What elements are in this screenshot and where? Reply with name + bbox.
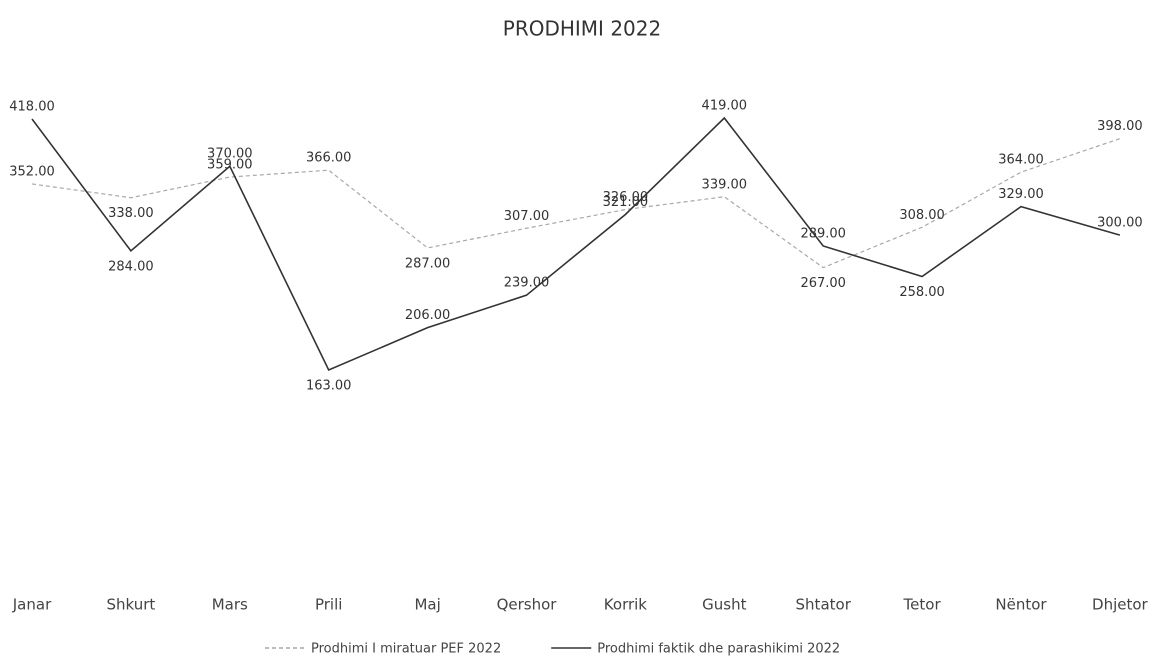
data-label: 338.00 xyxy=(108,206,154,221)
x-tick-label: Gusht xyxy=(702,596,746,614)
data-label: 352.00 xyxy=(9,164,55,179)
data-label: 308.00 xyxy=(899,208,945,223)
data-label: 359.00 xyxy=(207,158,253,173)
data-label: 364.00 xyxy=(998,153,1044,168)
x-tick-label: Qershor xyxy=(497,596,558,614)
data-label: 307.00 xyxy=(504,209,550,224)
x-tick-label: Tetor xyxy=(903,596,942,614)
x-tick-label: Dhjetor xyxy=(1092,596,1149,614)
data-label: 267.00 xyxy=(800,276,846,291)
x-tick-label: Mars xyxy=(212,596,248,614)
data-label: 398.00 xyxy=(1097,119,1143,134)
x-tick-label: Janar xyxy=(12,596,52,614)
series-line xyxy=(31,116,1121,372)
data-label: 258.00 xyxy=(899,285,945,300)
data-label: 326.00 xyxy=(603,190,649,205)
chart-title: PRODHIMI 2022 xyxy=(503,17,661,41)
legend-label: Prodhimi faktik dhe parashikimi 2022 xyxy=(597,642,840,657)
data-label: 239.00 xyxy=(504,276,550,291)
x-tick-label: Shkurt xyxy=(106,596,155,614)
data-label: 366.00 xyxy=(306,151,352,166)
x-tick-label: Maj xyxy=(414,596,440,614)
data-label: 284.00 xyxy=(108,259,154,274)
series-line xyxy=(31,138,1121,269)
data-label: 339.00 xyxy=(702,177,748,192)
x-tick-label: Nëntor xyxy=(995,596,1047,614)
data-label: 329.00 xyxy=(998,187,1044,202)
x-tick-label: Prili xyxy=(315,596,342,614)
data-label: 370.00 xyxy=(207,147,253,162)
data-label: 163.00 xyxy=(306,379,352,394)
x-tick-label: Korrik xyxy=(604,596,648,614)
data-label: 289.00 xyxy=(800,226,846,241)
x-tick-label: Shtator xyxy=(796,596,852,614)
data-label: 287.00 xyxy=(405,256,451,271)
data-label: 206.00 xyxy=(405,308,451,323)
legend-label: Prodhimi I miratuar PEF 2022 xyxy=(311,642,501,657)
data-label: 419.00 xyxy=(702,99,748,114)
data-label: 418.00 xyxy=(9,99,55,114)
data-label: 300.00 xyxy=(1097,216,1143,231)
data-label: 321.00 xyxy=(603,195,649,210)
